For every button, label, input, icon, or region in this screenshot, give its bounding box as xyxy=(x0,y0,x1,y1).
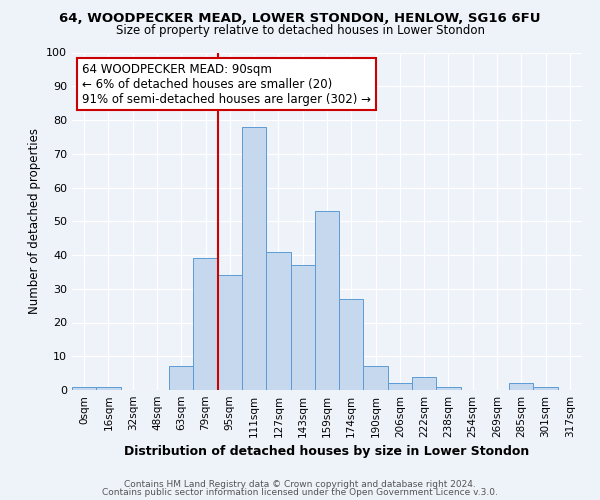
Bar xyxy=(339,299,364,390)
Bar xyxy=(169,366,193,390)
Text: Contains public sector information licensed under the Open Government Licence v.: Contains public sector information licen… xyxy=(102,488,498,497)
Bar xyxy=(218,275,242,390)
Y-axis label: Number of detached properties: Number of detached properties xyxy=(28,128,41,314)
Text: Size of property relative to detached houses in Lower Stondon: Size of property relative to detached ho… xyxy=(115,24,485,37)
X-axis label: Distribution of detached houses by size in Lower Stondon: Distribution of detached houses by size … xyxy=(124,446,530,458)
Bar xyxy=(533,386,558,390)
Bar xyxy=(509,383,533,390)
Bar xyxy=(72,386,96,390)
Text: Contains HM Land Registry data © Crown copyright and database right 2024.: Contains HM Land Registry data © Crown c… xyxy=(124,480,476,489)
Bar xyxy=(412,376,436,390)
Text: 64, WOODPECKER MEAD, LOWER STONDON, HENLOW, SG16 6FU: 64, WOODPECKER MEAD, LOWER STONDON, HENL… xyxy=(59,12,541,26)
Bar xyxy=(96,386,121,390)
Bar xyxy=(242,126,266,390)
Bar xyxy=(266,252,290,390)
Bar xyxy=(436,386,461,390)
Bar xyxy=(388,383,412,390)
Bar xyxy=(315,211,339,390)
Bar xyxy=(364,366,388,390)
Text: 64 WOODPECKER MEAD: 90sqm
← 6% of detached houses are smaller (20)
91% of semi-d: 64 WOODPECKER MEAD: 90sqm ← 6% of detach… xyxy=(82,62,371,106)
Bar xyxy=(193,258,218,390)
Bar xyxy=(290,265,315,390)
